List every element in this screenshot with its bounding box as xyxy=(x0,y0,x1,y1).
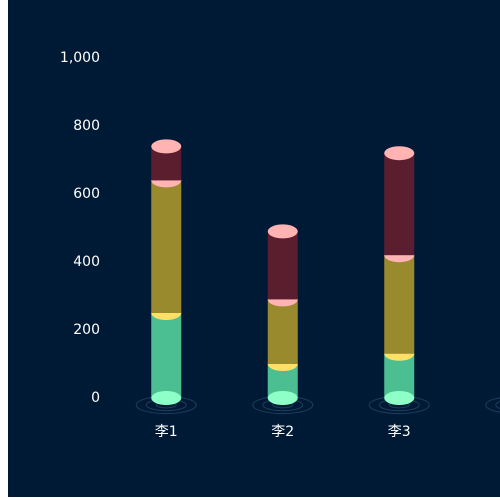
x-tick-label: 李3 xyxy=(388,424,411,440)
bar-segment xyxy=(384,353,415,398)
chart-background xyxy=(8,0,500,497)
y-tick-label: 200 xyxy=(73,322,100,338)
y-tick-label: 800 xyxy=(73,118,100,134)
bar-cap xyxy=(267,224,298,239)
bar-segment xyxy=(267,299,298,364)
bar-segment xyxy=(151,313,182,398)
y-tick-label: 0 xyxy=(91,390,100,406)
bar-segment xyxy=(151,180,182,313)
bar-cap xyxy=(384,146,415,161)
y-tick-label: 400 xyxy=(73,254,100,270)
bar-base xyxy=(151,391,182,405)
bar-base xyxy=(384,391,415,405)
x-tick-label: 李1 xyxy=(155,424,178,440)
bar-segment xyxy=(384,255,415,354)
bar-segment xyxy=(267,231,298,300)
y-tick-label: 1,000 xyxy=(60,50,100,66)
base-ring xyxy=(485,397,500,413)
base-ring xyxy=(495,400,500,410)
y-tick-label: 600 xyxy=(73,186,100,202)
bar-base xyxy=(267,391,298,405)
x-tick-label: 李2 xyxy=(271,424,294,440)
bar-cap xyxy=(151,139,182,154)
bar-segment xyxy=(384,153,415,256)
